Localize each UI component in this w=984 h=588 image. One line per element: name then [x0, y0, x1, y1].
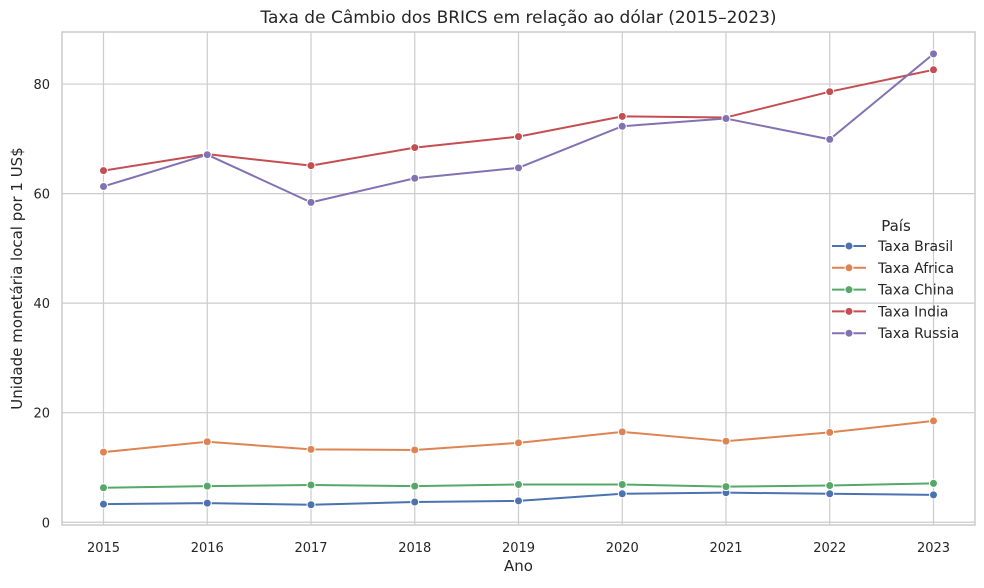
data-point: [410, 445, 420, 455]
legend-item: Taxa China: [832, 283, 954, 299]
data-point: [929, 478, 938, 488]
legend-swatch-marker: [844, 328, 854, 338]
legend-swatch-marker: [844, 306, 854, 316]
legend-swatch-marker: [844, 263, 854, 273]
legend-title: País: [881, 217, 911, 235]
data-point: [99, 166, 108, 176]
x-axis-label: Ano: [504, 557, 533, 575]
y-tick-labels: 0 20 40 60 80: [33, 78, 50, 531]
data-point: [202, 150, 212, 160]
x-tick-label: 2015: [87, 541, 120, 556]
series-taxa-china: [99, 478, 938, 493]
legend-label: Taxa China: [877, 283, 954, 299]
y-tick-label: 80: [33, 78, 50, 93]
data-point: [306, 480, 316, 490]
legend-swatch-marker: [844, 241, 854, 251]
data-point: [514, 163, 523, 173]
legend: País Taxa Brasil Taxa Africa Taxa China Tax…: [832, 217, 959, 342]
x-tick-label: 2018: [398, 541, 431, 556]
data-point: [514, 479, 523, 489]
data-point: [410, 173, 420, 183]
legend-label: Taxa Russia: [877, 326, 959, 342]
legend-label: Taxa Brasil: [877, 239, 953, 255]
x-tick-label: 2020: [606, 541, 639, 556]
x-tick-label: 2016: [191, 541, 224, 556]
data-point: [929, 65, 938, 75]
series-taxa-brasil: [99, 488, 938, 510]
plot-frame: [61, 31, 976, 526]
x-tick-label: 2021: [709, 541, 742, 556]
data-point: [410, 497, 420, 507]
data-point: [617, 111, 627, 121]
legend-item: Taxa Africa: [832, 261, 954, 277]
legend-item: Taxa India: [832, 304, 949, 320]
y-axis-label: Unidade monetária local por 1 US$: [8, 147, 26, 410]
series-group: [99, 49, 938, 510]
y-tick-label: 60: [33, 188, 50, 203]
data-point: [825, 134, 835, 144]
legend-label: Taxa India: [877, 304, 949, 320]
series-taxa-russia: [99, 49, 938, 207]
legend-item: Taxa Brasil: [832, 239, 953, 255]
data-point: [825, 427, 835, 437]
data-point: [410, 143, 420, 153]
series-taxa-africa: [99, 416, 938, 457]
data-point: [202, 437, 212, 447]
chart-title: Taxa de Câmbio dos BRICS em relação ao d…: [259, 8, 776, 28]
data-point: [929, 416, 938, 426]
data-point: [514, 132, 523, 142]
x-tick-labels: 2015 2016 2017 2018 2019 2020 2021 2022 2023: [87, 541, 950, 556]
y-tick-label: 40: [33, 297, 50, 312]
data-point: [514, 438, 523, 448]
data-point: [721, 482, 731, 492]
y-tick-label: 20: [33, 407, 50, 422]
x-tick-label: 2023: [917, 541, 950, 556]
x-tick-label: 2022: [813, 541, 846, 556]
data-point: [825, 481, 835, 491]
data-point: [306, 444, 316, 454]
legend-item: Taxa Russia: [832, 326, 959, 342]
data-point: [306, 500, 316, 510]
data-point: [721, 114, 731, 124]
data-point: [721, 436, 731, 446]
data-point: [617, 479, 627, 489]
data-point: [99, 483, 108, 493]
data-point: [99, 499, 108, 509]
legend-label: Taxa Africa: [877, 261, 954, 277]
data-point: [825, 87, 835, 97]
data-point: [617, 121, 627, 131]
data-point: [306, 197, 316, 207]
x-tick-label: 2019: [502, 541, 535, 556]
data-point: [99, 447, 108, 457]
data-point: [99, 181, 108, 191]
data-point: [514, 496, 523, 506]
grid: [62, 32, 975, 525]
data-point: [617, 427, 627, 437]
y-tick-label: 0: [42, 516, 50, 531]
data-point: [929, 49, 938, 59]
legend-swatch-marker: [844, 285, 854, 295]
data-point: [202, 498, 212, 508]
data-point: [617, 489, 627, 499]
data-point: [929, 490, 938, 500]
data-point: [202, 481, 212, 491]
x-tick-label: 2017: [294, 541, 327, 556]
data-point: [825, 489, 835, 499]
data-point: [410, 481, 420, 491]
data-point: [306, 161, 316, 171]
